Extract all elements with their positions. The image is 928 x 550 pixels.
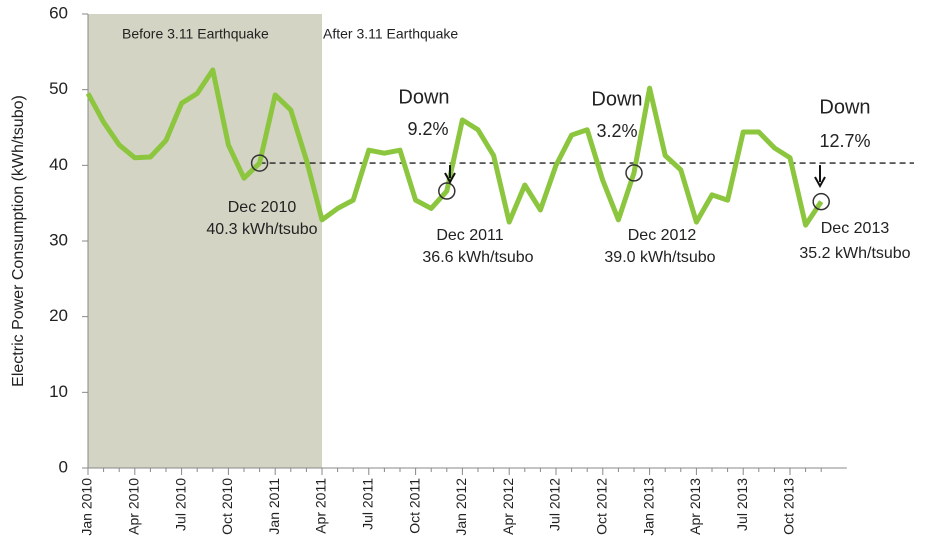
- before-region: [88, 14, 322, 468]
- x-tick-label: Jul 2010: [172, 478, 188, 531]
- annotation: Dec 2011: [436, 227, 503, 244]
- annotation: Dec 2013: [821, 220, 890, 237]
- x-tick-label: Apr 2012: [500, 478, 516, 535]
- annotation: 39.0 kWh/tsubo: [604, 249, 715, 266]
- x-tick-label: Apr 2010: [126, 478, 142, 535]
- y-tick-label: 50: [49, 79, 68, 98]
- annotation: After 3.11 Earthquake: [323, 26, 458, 42]
- x-tick-label: Oct 2010: [219, 478, 235, 535]
- x-tick-label: Jan 2011: [266, 478, 282, 535]
- y-tick-label: 60: [49, 3, 68, 22]
- x-tick-label: Oct 2012: [594, 478, 610, 535]
- annotation: Down: [819, 96, 870, 118]
- x-tick-label: Jan 2013: [640, 478, 656, 536]
- highlight-point: [625, 164, 643, 182]
- x-tick-label: Apr 2011: [313, 478, 329, 534]
- x-tick-label: Jul 2012: [547, 478, 563, 531]
- annotation: 12.7%: [819, 131, 870, 151]
- arrow-head: [814, 176, 826, 189]
- highlight-point: [250, 154, 269, 172]
- x-tick-label: Jul 2013: [734, 478, 750, 531]
- y-tick-label: 40: [49, 155, 68, 174]
- annotation: 35.2 kWh/tsubo: [799, 245, 910, 262]
- annotation: 36.6 kWh/tsubo: [422, 249, 533, 266]
- x-tick-label: Jul 2011: [360, 478, 376, 530]
- y-tick-label: 0: [59, 457, 68, 476]
- x-tick-label: Oct 2011: [406, 478, 422, 534]
- annotation: Before 3.11 Earthquake: [122, 26, 269, 42]
- annotation: Dec 2010: [228, 199, 297, 216]
- x-tick-label: Apr 2013: [687, 478, 703, 535]
- y-tick-label: 30: [49, 230, 68, 249]
- arrow-head: [444, 172, 456, 185]
- highlight-point: [438, 182, 456, 200]
- y-tick-label: 20: [49, 306, 68, 325]
- annotation: Down: [591, 88, 642, 110]
- annotation: 9.2%: [407, 119, 448, 139]
- annotation: Dec 2012: [628, 227, 697, 244]
- highlight-point: [812, 192, 830, 211]
- y-tick-label: 10: [49, 382, 68, 401]
- line-series: [85, 67, 824, 228]
- annotation: 40.3 kWh/tsubo: [206, 221, 317, 238]
- x-tick-label: Oct 2013: [781, 478, 797, 535]
- annotation: Down: [398, 86, 449, 108]
- annotation: 3.2%: [596, 121, 637, 141]
- x-tick-label: Jan 2012: [453, 478, 469, 536]
- x-tick-label: Jan 2010: [79, 478, 95, 536]
- y-axis-label: Electric Power Consumption (kWh/tsubo): [10, 95, 27, 387]
